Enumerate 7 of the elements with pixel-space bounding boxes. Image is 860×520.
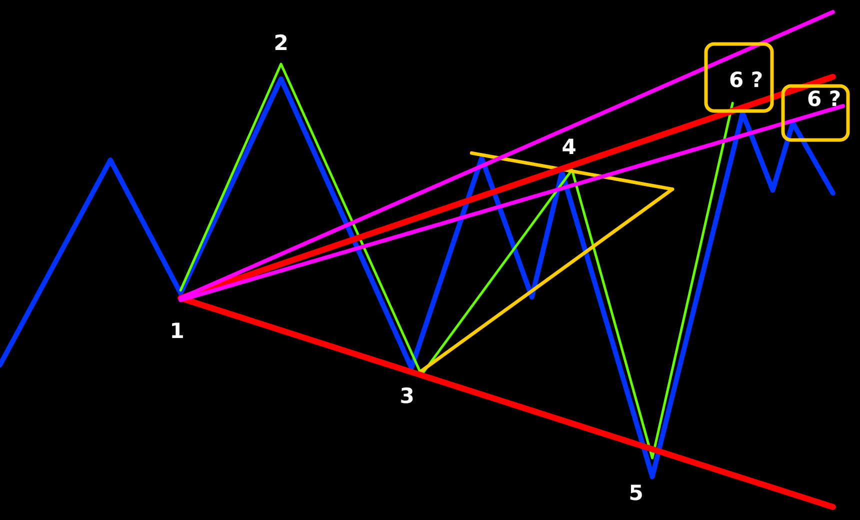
annotation: 2 <box>274 31 288 55</box>
annotation: 3 <box>400 384 414 408</box>
annotation: 6 ? <box>806 87 842 111</box>
annotation: 6 ? <box>728 68 764 92</box>
annotation: 1 <box>170 319 184 343</box>
annotation: 5 <box>628 481 644 505</box>
annotation: 4 <box>562 135 576 159</box>
